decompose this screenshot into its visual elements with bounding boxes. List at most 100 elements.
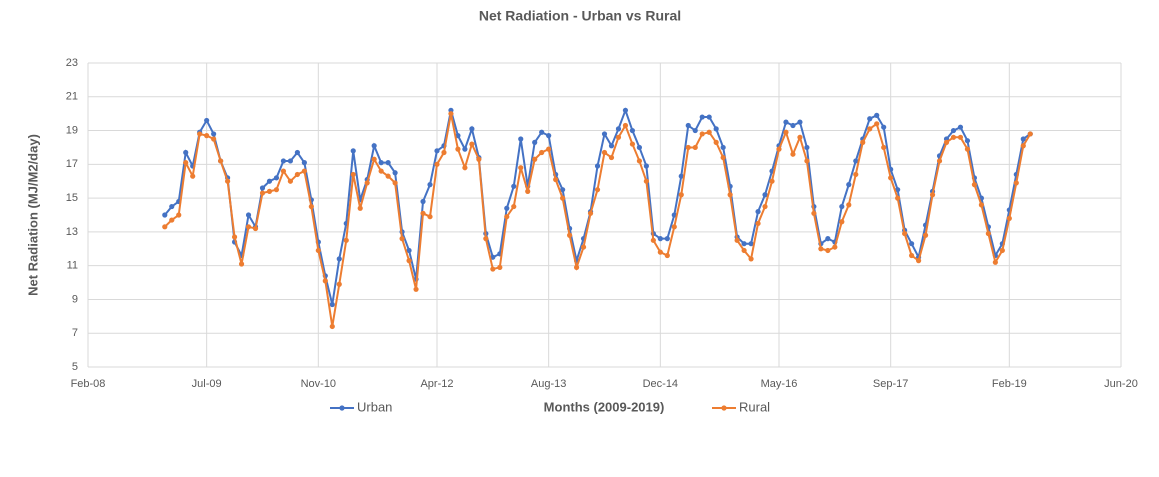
data-point — [546, 133, 552, 139]
data-point — [511, 203, 517, 210]
data-point — [273, 175, 280, 181]
data-point — [1013, 180, 1019, 186]
data-point — [392, 170, 398, 176]
data-point — [1027, 131, 1033, 137]
data-point — [169, 203, 175, 210]
data-point — [504, 205, 510, 211]
data-point — [706, 129, 712, 135]
data-point — [650, 237, 656, 243]
data-point — [790, 122, 796, 129]
data-point — [957, 124, 964, 130]
data-point — [825, 247, 831, 254]
data-point — [594, 187, 601, 193]
data-point — [720, 154, 726, 161]
data-point — [399, 236, 405, 242]
data-point — [204, 117, 210, 124]
data-point — [615, 134, 622, 140]
data-point — [636, 158, 642, 164]
data-point — [922, 232, 929, 238]
data-point — [378, 168, 384, 174]
data-point — [162, 212, 168, 218]
data-point — [308, 203, 314, 210]
data-point — [936, 158, 943, 164]
data-point — [406, 247, 412, 254]
data-point — [553, 176, 559, 183]
data-point — [273, 187, 280, 193]
data-point — [573, 264, 580, 270]
data-point — [350, 171, 356, 178]
data-point — [224, 178, 231, 184]
data-point — [518, 136, 524, 142]
data-point — [336, 256, 342, 262]
data-point — [266, 188, 273, 194]
data-point — [741, 247, 747, 254]
data-point — [1006, 215, 1012, 221]
legend-marker — [339, 405, 345, 411]
data-point — [853, 158, 859, 164]
legend-label: Urban — [357, 399, 392, 414]
data-point — [797, 119, 803, 125]
data-point — [957, 134, 964, 140]
data-point — [322, 278, 328, 284]
data-point — [490, 266, 496, 272]
data-point — [287, 178, 294, 184]
data-point — [211, 131, 217, 137]
data-point — [301, 168, 307, 174]
x-tick-label: Jul-09 — [192, 378, 222, 390]
data-point — [287, 158, 294, 164]
data-point — [434, 161, 440, 167]
data-point — [692, 144, 698, 151]
data-point — [364, 180, 370, 186]
data-point — [881, 124, 887, 130]
data-point — [336, 281, 342, 287]
data-point — [992, 259, 998, 265]
data-point — [252, 225, 259, 232]
data-point — [748, 256, 754, 262]
data-point — [162, 224, 168, 230]
data-point — [629, 127, 636, 134]
data-point — [392, 180, 398, 186]
data-point — [706, 114, 712, 120]
data-point — [811, 210, 817, 216]
data-point — [999, 247, 1005, 254]
data-point — [678, 192, 684, 198]
data-point — [636, 144, 642, 151]
data-point — [804, 158, 810, 164]
data-point — [462, 165, 468, 171]
data-point — [608, 143, 615, 149]
data-point — [748, 241, 754, 247]
data-point — [776, 146, 782, 152]
series-line — [164, 113, 1032, 327]
data-point — [420, 198, 426, 205]
data-point — [176, 212, 182, 218]
data-point — [790, 151, 796, 157]
data-point — [371, 143, 377, 149]
data-point — [713, 126, 719, 132]
x-axis-label: Months (2009-2019) — [544, 399, 665, 414]
data-point — [874, 112, 880, 118]
data-point — [685, 144, 691, 151]
data-point — [734, 237, 740, 243]
x-tick-label: May-16 — [761, 378, 798, 390]
data-point — [518, 165, 524, 171]
data-point — [950, 127, 957, 134]
data-point — [329, 301, 335, 308]
data-point — [580, 244, 587, 250]
y-tick-label: 11 — [67, 260, 78, 272]
data-point — [915, 258, 922, 264]
data-point — [455, 146, 461, 152]
data-point — [231, 234, 238, 240]
data-point — [943, 139, 950, 145]
data-point — [455, 133, 461, 139]
data-point — [1020, 136, 1026, 142]
data-point — [532, 139, 538, 145]
data-point — [183, 149, 189, 156]
y-tick-label: 15 — [66, 192, 78, 204]
y-tick-label: 19 — [66, 124, 78, 136]
data-point — [539, 129, 545, 135]
x-tick-label: Feb-08 — [71, 378, 106, 390]
data-point — [441, 149, 447, 156]
data-point — [867, 126, 873, 132]
data-point — [888, 175, 894, 181]
